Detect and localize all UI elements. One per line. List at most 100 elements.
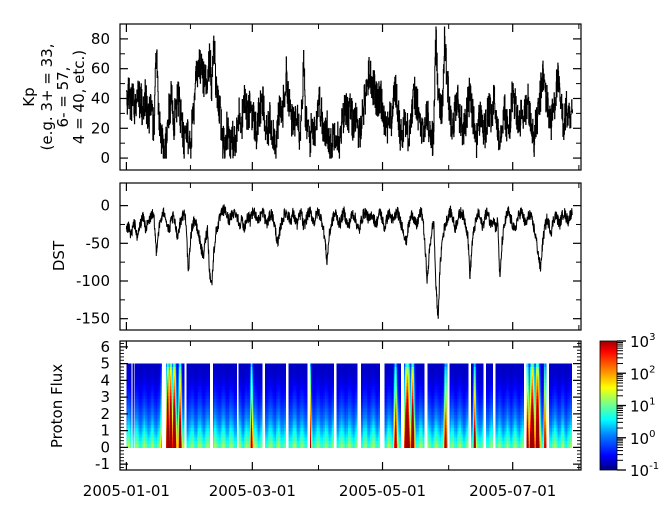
heatmap-cell bbox=[146, 437, 148, 442]
heatmap-cell bbox=[193, 444, 195, 449]
heatmap-cell bbox=[151, 363, 153, 368]
heatmap-cell bbox=[191, 379, 193, 384]
heatmap-cell bbox=[194, 379, 196, 384]
heatmap-cell bbox=[158, 370, 160, 374]
heatmap-cell bbox=[224, 440, 226, 445]
heatmap-cell bbox=[138, 395, 140, 400]
heatmap-cell bbox=[139, 408, 141, 413]
heatmap-cell bbox=[156, 379, 158, 384]
heatmap-cell bbox=[205, 386, 207, 391]
heatmap-cell bbox=[206, 434, 208, 439]
heatmap-cell bbox=[212, 363, 214, 368]
heatmap-cell bbox=[149, 389, 151, 394]
heatmap-cell bbox=[206, 405, 208, 410]
heatmap-cell bbox=[171, 382, 173, 387]
heatmap-cell bbox=[140, 437, 142, 442]
heatmap-cell bbox=[221, 370, 223, 374]
heatmap-cell bbox=[151, 389, 153, 394]
heatmap-cell bbox=[160, 411, 162, 416]
heatmap-cell bbox=[197, 389, 199, 394]
heatmap-cell bbox=[149, 386, 151, 391]
heatmap-cell bbox=[168, 431, 170, 436]
heatmap-cell bbox=[238, 434, 240, 439]
heatmap-cell bbox=[199, 386, 201, 391]
heatmap-cell bbox=[205, 440, 207, 445]
heatmap-cell bbox=[234, 418, 236, 423]
heatmap-cell bbox=[203, 392, 205, 397]
heatmap-cell bbox=[221, 428, 223, 432]
heatmap-cell bbox=[167, 373, 168, 378]
heatmap-cell bbox=[130, 444, 132, 449]
heatmap-cell bbox=[193, 424, 195, 429]
heatmap-cell bbox=[176, 392, 177, 397]
heatmap-cell bbox=[228, 408, 230, 413]
heatmap-cell bbox=[224, 382, 226, 387]
heatmap-cell bbox=[197, 444, 199, 449]
heatmap-cell bbox=[165, 411, 167, 416]
heatmap-cell bbox=[144, 392, 146, 397]
heatmap-cell bbox=[229, 402, 231, 407]
heatmap-cell bbox=[129, 444, 131, 449]
heatmap-cell bbox=[186, 418, 188, 423]
heatmap-cell bbox=[152, 440, 154, 445]
heatmap-cell bbox=[239, 389, 241, 394]
heatmap-cell bbox=[128, 424, 130, 429]
heatmap-cell bbox=[179, 434, 180, 439]
heatmap-cell bbox=[182, 386, 184, 391]
heatmap-cell bbox=[221, 421, 223, 426]
heatmap-cell bbox=[159, 392, 161, 397]
heatmap-cell bbox=[176, 411, 177, 416]
heatmap-cell bbox=[191, 444, 193, 449]
heatmap-cell bbox=[195, 386, 197, 391]
heatmap-cell bbox=[179, 408, 180, 413]
heatmap-cell bbox=[177, 366, 179, 371]
heatmap-cell bbox=[239, 431, 241, 436]
heatmap-cell bbox=[177, 431, 179, 436]
heatmap-cell bbox=[129, 402, 131, 407]
heatmap-cell bbox=[195, 370, 197, 374]
heatmap-cell bbox=[182, 363, 184, 368]
heatmap-cell bbox=[138, 434, 140, 439]
heatmap-cell bbox=[222, 363, 224, 368]
heatmap-cell bbox=[179, 373, 180, 378]
heatmap-cell bbox=[180, 415, 182, 420]
heatmap-cell bbox=[171, 440, 173, 445]
heatmap-cell bbox=[245, 408, 246, 413]
heatmap-cell bbox=[194, 402, 196, 407]
heatmap-cell bbox=[199, 431, 201, 436]
heatmap-cell bbox=[190, 402, 192, 407]
heatmap-cell bbox=[149, 415, 151, 420]
heatmap-cell bbox=[194, 389, 196, 394]
heatmap-cell bbox=[168, 444, 170, 449]
heatmap-cell bbox=[181, 370, 183, 374]
heatmap-cell bbox=[176, 431, 178, 436]
heatmap-cell bbox=[194, 434, 196, 439]
heatmap-cell bbox=[169, 363, 171, 368]
heatmap-cell bbox=[225, 428, 227, 432]
heatmap-cell bbox=[143, 408, 145, 413]
heatmap-cell bbox=[187, 382, 189, 387]
heatmap-cell bbox=[236, 373, 238, 378]
heatmap-cell bbox=[130, 402, 132, 407]
heatmap-cell bbox=[172, 399, 174, 403]
heatmap-cell bbox=[145, 379, 146, 384]
heatmap-cell bbox=[197, 405, 199, 410]
heatmap-cell bbox=[146, 415, 148, 420]
heatmap-cell bbox=[134, 379, 136, 384]
heatmap-cell bbox=[174, 437, 176, 442]
heatmap-cell bbox=[201, 428, 203, 432]
heatmap-cell bbox=[171, 399, 173, 403]
heatmap-cell bbox=[169, 428, 171, 432]
heatmap-cell bbox=[160, 440, 162, 445]
heatmap-cell bbox=[228, 363, 230, 368]
heatmap-cell bbox=[204, 379, 206, 384]
heatmap-cell bbox=[158, 428, 160, 432]
heatmap-cell bbox=[196, 376, 198, 381]
heatmap-cell bbox=[191, 386, 193, 391]
heatmap-cell bbox=[126, 379, 128, 384]
heatmap-cell bbox=[142, 379, 144, 384]
heatmap-cell bbox=[148, 444, 149, 449]
heatmap-cell bbox=[228, 428, 230, 432]
heatmap-cell bbox=[137, 424, 139, 429]
heatmap-cell bbox=[208, 389, 209, 394]
